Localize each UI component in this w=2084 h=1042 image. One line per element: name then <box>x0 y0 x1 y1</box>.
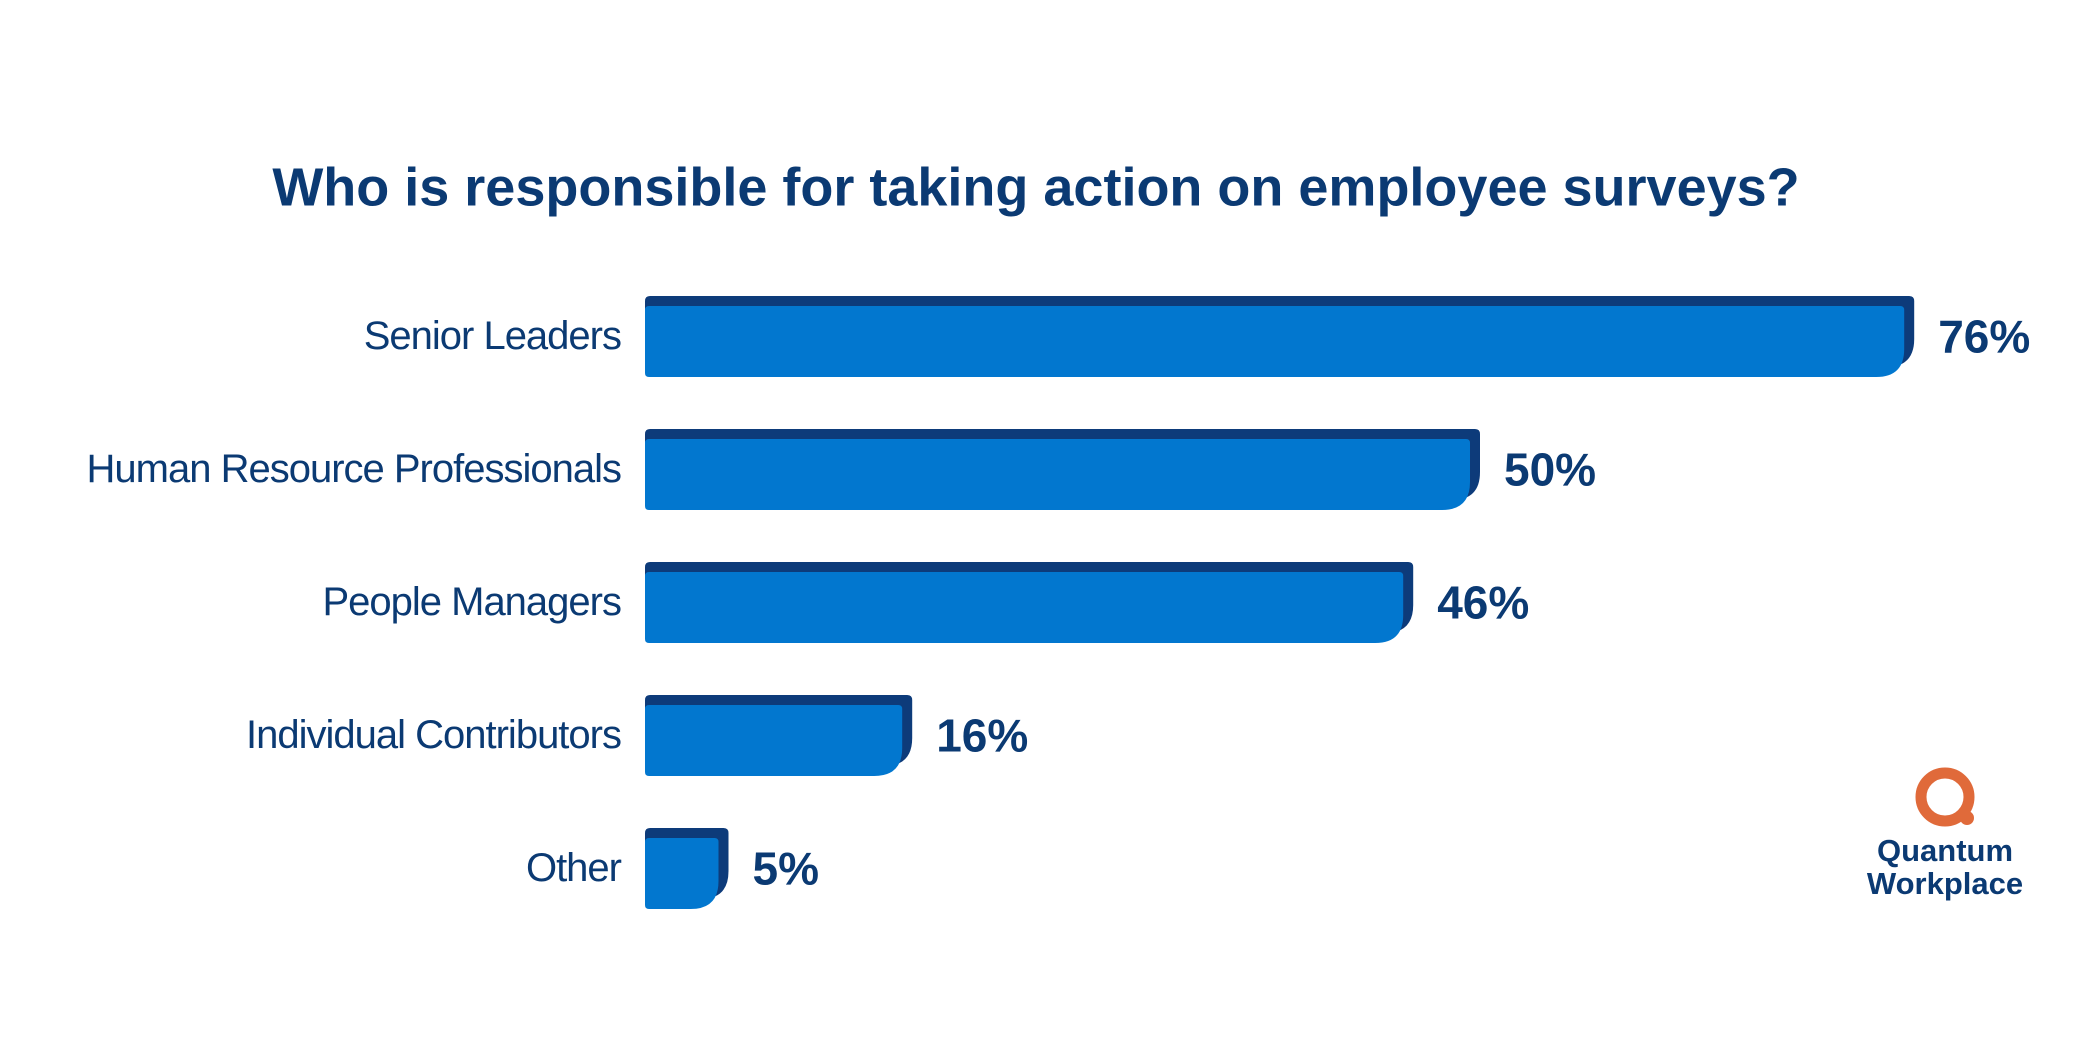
category-label: Individual Contributors <box>246 713 621 757</box>
bar-face <box>645 838 719 909</box>
bar-face <box>645 439 1470 510</box>
bar-face <box>645 705 903 776</box>
logo: Quantum Workplace <box>1867 767 2023 901</box>
bar <box>645 429 1480 510</box>
category-label: Human Resource Professionals <box>87 447 621 491</box>
bar <box>645 562 1414 643</box>
bar <box>645 296 1915 377</box>
value-label: 5% <box>753 843 819 895</box>
value-label: 46% <box>1437 577 1529 629</box>
bar <box>645 828 729 909</box>
logo-text: Workplace <box>1867 866 2023 901</box>
category-label: People Managers <box>322 580 621 624</box>
value-label: 16% <box>936 710 1028 762</box>
value-label: 50% <box>1504 444 1596 496</box>
bar-face <box>645 306 1905 377</box>
value-label: 76% <box>1938 311 2030 363</box>
bar <box>645 695 913 776</box>
logo-text: Quantum <box>1877 833 2013 868</box>
category-label: Senior Leaders <box>364 314 621 358</box>
bar-face <box>645 572 1404 643</box>
category-label: Other <box>526 846 622 890</box>
chart-title: Who is responsible for taking action on … <box>272 157 1799 217</box>
logo-dot <box>1960 811 1974 825</box>
logo-ring <box>1915 767 1975 827</box>
